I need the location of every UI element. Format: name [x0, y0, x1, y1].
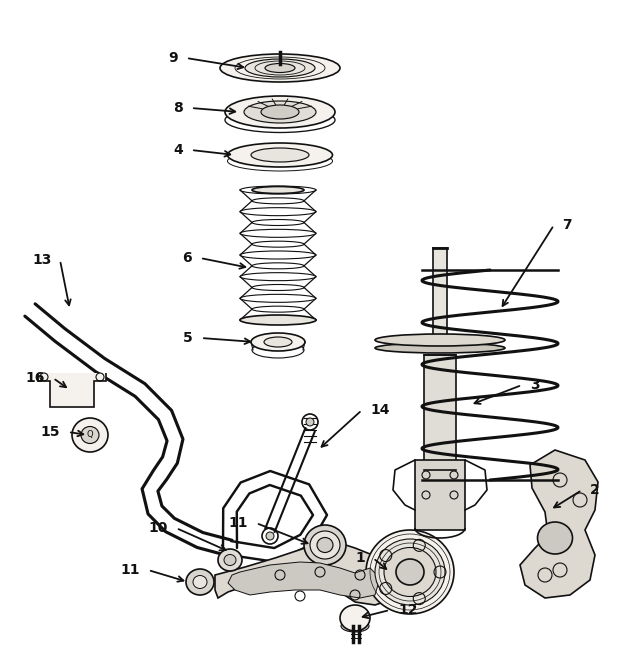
Ellipse shape: [252, 187, 304, 194]
Ellipse shape: [251, 333, 305, 351]
Text: 1: 1: [355, 551, 365, 565]
Polygon shape: [38, 373, 106, 407]
Bar: [415, 460, 465, 530]
Circle shape: [306, 418, 314, 426]
Ellipse shape: [384, 548, 436, 597]
Text: 5: 5: [183, 331, 193, 345]
Text: 15: 15: [41, 425, 60, 439]
Polygon shape: [520, 450, 598, 598]
Text: 11: 11: [229, 516, 248, 530]
Ellipse shape: [244, 101, 316, 123]
Ellipse shape: [538, 522, 573, 554]
Ellipse shape: [341, 620, 369, 632]
Ellipse shape: [81, 426, 99, 443]
Ellipse shape: [265, 64, 295, 73]
Text: 6: 6: [182, 251, 192, 265]
Circle shape: [266, 532, 274, 540]
Ellipse shape: [251, 148, 309, 162]
Ellipse shape: [304, 525, 346, 565]
Ellipse shape: [264, 337, 292, 347]
Ellipse shape: [375, 343, 505, 353]
Ellipse shape: [193, 575, 207, 588]
Ellipse shape: [375, 334, 505, 346]
Text: 4: 4: [173, 143, 183, 157]
Ellipse shape: [317, 537, 333, 553]
Ellipse shape: [227, 143, 333, 167]
Ellipse shape: [366, 530, 454, 614]
Text: 2: 2: [590, 483, 600, 497]
Ellipse shape: [218, 549, 242, 571]
Polygon shape: [215, 540, 400, 605]
Ellipse shape: [245, 59, 315, 77]
Text: 10: 10: [148, 521, 168, 535]
Ellipse shape: [224, 555, 236, 566]
Ellipse shape: [340, 605, 370, 631]
Ellipse shape: [396, 559, 424, 585]
Text: 14: 14: [370, 403, 389, 417]
Ellipse shape: [220, 54, 340, 82]
Ellipse shape: [240, 315, 316, 325]
Text: 11: 11: [120, 563, 140, 577]
Ellipse shape: [72, 418, 108, 452]
Text: Q: Q: [87, 430, 93, 439]
Text: 8: 8: [173, 101, 183, 115]
Text: 16: 16: [25, 371, 45, 385]
Ellipse shape: [310, 531, 340, 559]
Bar: [424, 355, 456, 470]
Text: 13: 13: [32, 253, 52, 267]
Ellipse shape: [375, 539, 445, 605]
Bar: [433, 248, 447, 340]
Polygon shape: [228, 562, 380, 598]
Text: 9: 9: [168, 51, 178, 65]
Ellipse shape: [225, 96, 335, 128]
Ellipse shape: [261, 105, 299, 119]
Text: 7: 7: [562, 218, 571, 232]
Text: 3: 3: [530, 378, 540, 392]
Text: 12: 12: [398, 603, 417, 617]
Ellipse shape: [186, 569, 214, 595]
